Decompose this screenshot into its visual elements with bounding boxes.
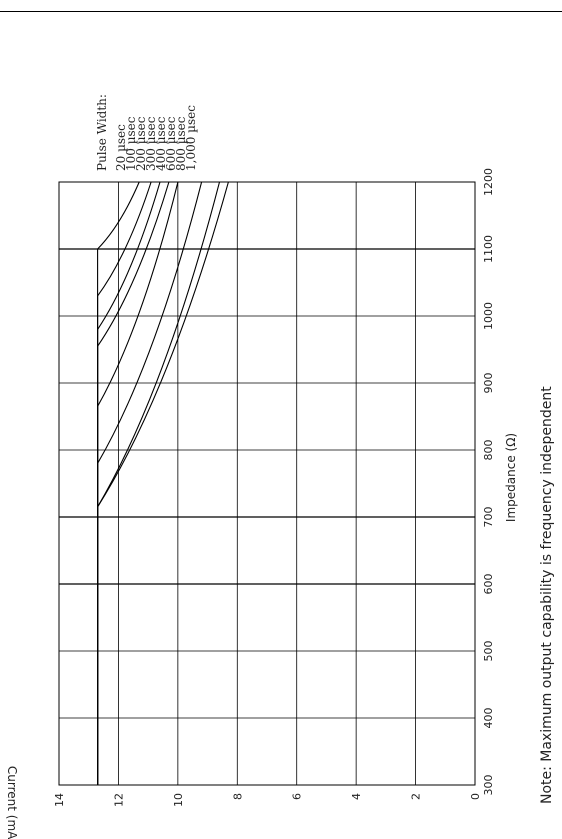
x-tick-label-300: 300 xyxy=(482,775,495,796)
x-axis-label: Impedance (Ω) xyxy=(504,433,518,522)
series-line-2 xyxy=(97,181,161,785)
series-line-4 xyxy=(97,181,179,785)
y-tick-labels: 0 2 4 6 8 10 12 14 xyxy=(53,793,482,807)
series-line-7 xyxy=(97,181,229,785)
legend-entry-0: 20 µsec xyxy=(114,124,128,171)
y-tick-label-6: 6 xyxy=(291,793,304,800)
note-text: Note: Maximum output capability is frequ… xyxy=(539,386,555,804)
plot-frame xyxy=(58,181,476,786)
series-line-6 xyxy=(97,181,221,785)
x-tick-label-1000: 1000 xyxy=(482,302,495,330)
x-tick-label-400: 400 xyxy=(482,708,495,729)
series-lines xyxy=(97,181,229,785)
y-tick-label-2: 2 xyxy=(410,793,423,800)
x-tick-label-700: 700 xyxy=(482,507,495,528)
x-tick-label-900: 900 xyxy=(482,373,495,394)
legend-entry-7: 1,000 µsec xyxy=(184,105,198,171)
legend-entry-1: 100 µsec xyxy=(124,116,138,171)
y-tick-label-0: 0 xyxy=(469,793,482,800)
page-top-rule xyxy=(0,11,562,12)
y-axis-label: Current (mA) xyxy=(5,766,19,839)
legend-entry-3: 300 µsec xyxy=(144,116,158,171)
series-line-1 xyxy=(97,181,152,785)
grid xyxy=(58,181,476,786)
x-tick-label-500: 500 xyxy=(482,641,495,662)
y-tick-label-4: 4 xyxy=(350,793,363,800)
series-line-5 xyxy=(97,181,203,785)
legend-title: Pulse Width: xyxy=(95,94,109,171)
x-tick-label-1100: 1100 xyxy=(482,235,495,263)
legend-entry-4: 400 µsec xyxy=(154,116,168,171)
x-tick-label-800: 800 xyxy=(482,440,495,461)
plot-border xyxy=(58,181,476,786)
legend-entry-5: 600 µsec xyxy=(164,116,178,171)
series-line-0 xyxy=(97,181,140,785)
y-tick-label-8: 8 xyxy=(231,793,244,800)
y-tick-label-12: 12 xyxy=(112,793,125,807)
series-line-3 xyxy=(97,181,170,785)
legend-entry-6: 800 µsec xyxy=(174,116,188,171)
legend-entry-2: 200 µsec xyxy=(134,116,148,171)
y-tick-label-14: 14 xyxy=(53,793,66,807)
x-tick-label-600: 600 xyxy=(482,574,495,595)
x-tick-label-1200: 1200 xyxy=(482,168,495,196)
x-tick-labels: 300 400 500 600 700 800 900 1000 1100 1200 xyxy=(482,168,495,796)
y-tick-label-10: 10 xyxy=(172,793,185,807)
